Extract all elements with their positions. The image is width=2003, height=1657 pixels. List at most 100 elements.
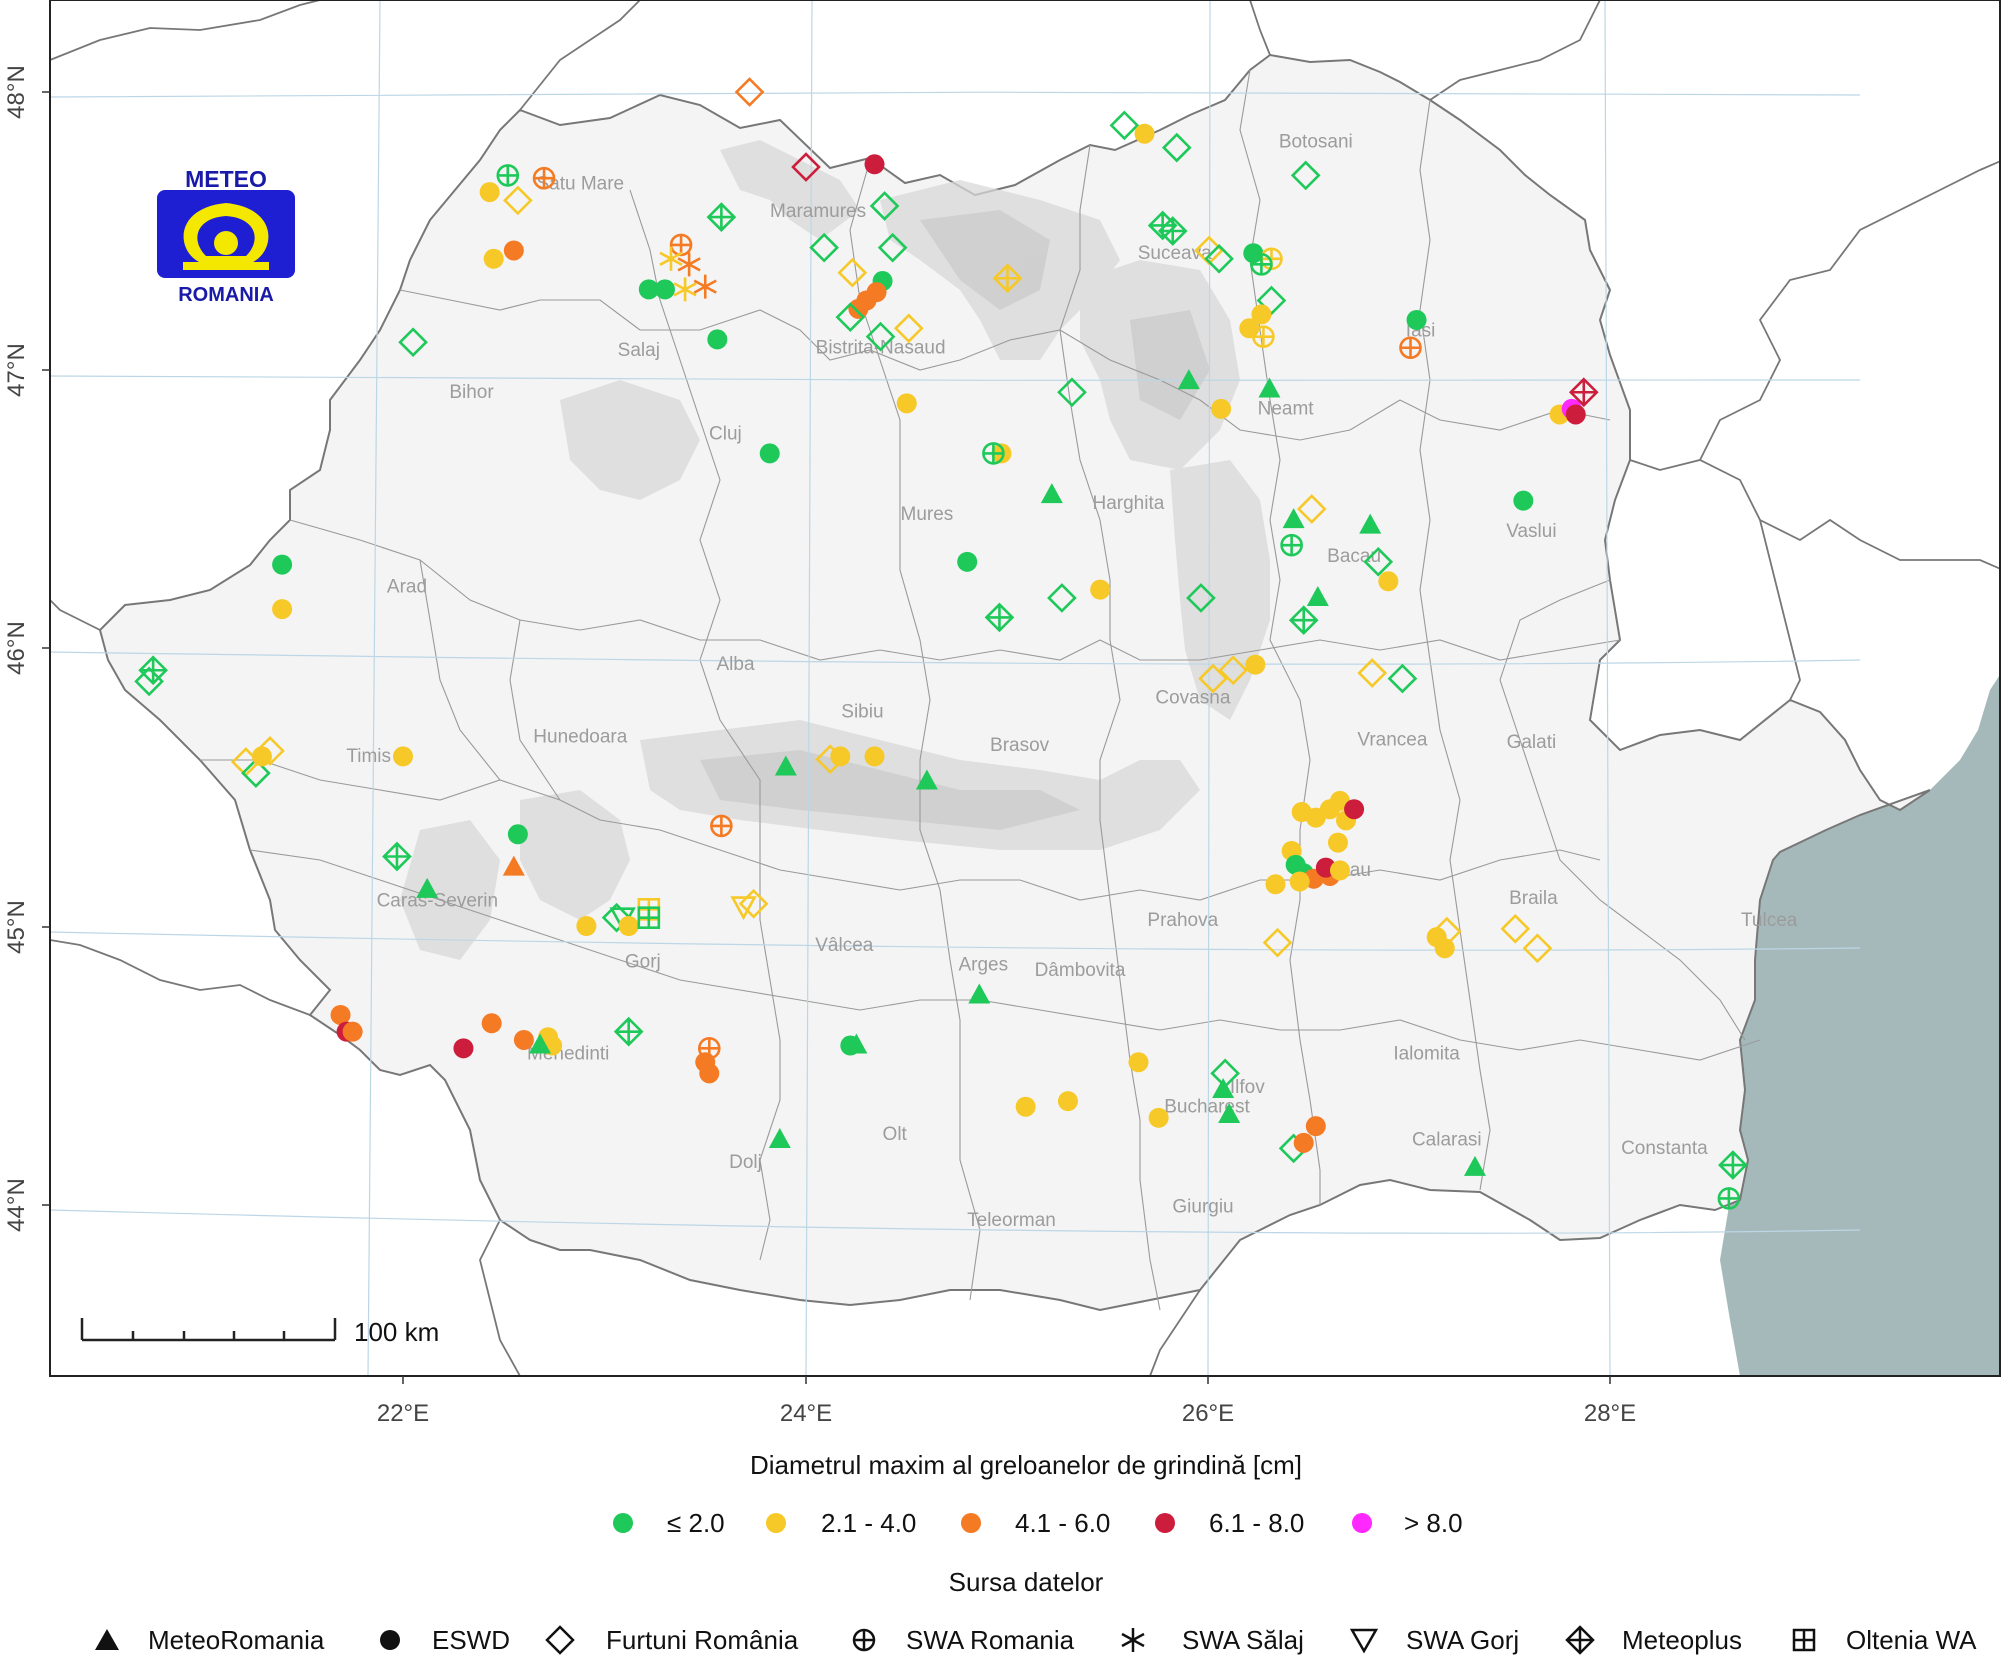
hail-marker-furtuni — [1218, 655, 1249, 686]
hail-marker-eswd — [1134, 123, 1155, 144]
legend-swatch-1 — [613, 1513, 633, 1533]
hail-marker-meteo — [845, 1033, 868, 1054]
y-tick-label: 44°N — [3, 1178, 30, 1232]
hail-marker-meteoplus — [1157, 216, 1188, 246]
hail-marker-meteo — [1359, 513, 1382, 534]
county-label: Harghita — [1092, 493, 1164, 514]
hail-marker-furtuni — [869, 191, 900, 221]
hail-marker-furtuni — [1256, 285, 1287, 316]
hail-marker-furtuni — [241, 758, 271, 788]
hail-marker-swa — [1252, 325, 1275, 348]
hail-marker-eswd — [481, 1013, 502, 1034]
legend-source-label: MeteoRomania — [148, 1625, 325, 1655]
hail-marker-eswd — [1305, 1116, 1326, 1137]
hail-marker-eswd — [251, 746, 272, 767]
hail-marker-eswd — [272, 599, 293, 620]
hail-marker-eswd — [1251, 304, 1272, 325]
hail-marker-furtuni — [835, 302, 866, 333]
hail-marker-eswd — [1211, 398, 1232, 419]
legend-size-title: Diametrul maxim al greloanelor de grindi… — [750, 1450, 1302, 1480]
hail-marker-meteo — [968, 983, 991, 1004]
hail-marker-eswd — [759, 443, 780, 464]
hail-marker-eswd — [1406, 309, 1427, 330]
hail-marker-meteo — [774, 755, 797, 776]
county-label: Suceava — [1138, 243, 1212, 264]
hail-marker-furtuni — [791, 152, 821, 182]
hail-marker-furtuni — [1161, 132, 1192, 163]
hail-marker-eswd — [1327, 832, 1348, 853]
hail-marker-furtuni — [893, 313, 924, 344]
legend-swatch-3 — [961, 1513, 981, 1533]
hail-marker-furtuni — [1387, 663, 1418, 694]
hail-marker-meteoplus — [1718, 1150, 1748, 1180]
hail-marker-eswd — [1378, 571, 1399, 592]
legend-swatch-2 — [766, 1513, 786, 1533]
county-label: Ilfov — [1230, 1077, 1265, 1098]
hail-marker-eswd — [513, 1029, 534, 1050]
hail-marker-swa — [710, 814, 733, 838]
county-label: Sibiu — [841, 702, 883, 723]
hail-marker-eswd — [618, 916, 639, 936]
legend-swatch-4 — [1155, 1513, 1175, 1533]
hail-marker-meteoplus — [382, 841, 412, 872]
hail-marker-eswd — [342, 1021, 363, 1042]
legend-source-label: ESWD — [432, 1625, 510, 1655]
scale-bar — [80, 1318, 337, 1342]
hail-marker-eswd — [479, 182, 500, 203]
x-axis — [402, 1376, 1611, 1384]
hail-marker-eswd — [1344, 799, 1365, 820]
hail-marker-eswd — [330, 1004, 351, 1025]
square-plus-icon — [1792, 1628, 1816, 1652]
hail-marker-meteoplus — [1568, 377, 1599, 408]
legend-size-label: ≤ 2.0 — [667, 1508, 725, 1538]
hail-marker-eswd — [1293, 1132, 1314, 1153]
hail-marker-eswd — [1090, 579, 1111, 600]
hail-marker-eswd — [699, 1063, 720, 1084]
county-label: Caras-Severin — [377, 891, 498, 912]
map-border — [49, 0, 2001, 1377]
hail-marker-furtuni — [1290, 160, 1321, 191]
county-label: Vâlcea — [815, 935, 874, 956]
neighbour-borders — [50, 0, 2000, 1376]
hail-marker-meteo — [502, 855, 525, 876]
hail-marker-eswd — [1329, 860, 1350, 881]
hail-marker-swa — [532, 166, 556, 190]
hail-marker-salaj — [659, 246, 683, 271]
legend-source-items — [95, 1625, 1816, 1655]
hail-marker-meteo — [1218, 1103, 1241, 1124]
hail-marker-meteo — [768, 1128, 791, 1149]
legend-size-label: 4.1 - 6.0 — [1015, 1508, 1110, 1538]
hail-marker-gorj — [730, 896, 757, 921]
hail-marker-salaj — [677, 252, 701, 277]
county-label: Alba — [716, 654, 754, 675]
county-label: Timis — [346, 746, 391, 767]
hail-marker-furtuni — [877, 232, 908, 263]
y-axis — [42, 91, 50, 1206]
hail-marker-eswd — [707, 329, 728, 350]
county-label: Vrancea — [1357, 729, 1427, 750]
hail-marker-meteoplus — [1288, 605, 1319, 636]
county-label: Bacau — [1327, 546, 1381, 567]
hail-marker-eswd — [1265, 874, 1286, 895]
hail-marker-swa — [982, 442, 1005, 465]
hail-marker-eswd — [864, 746, 885, 767]
county-label: Galati — [1507, 732, 1557, 753]
county-label: Bucharest — [1164, 1096, 1250, 1117]
diamond-plus-icon — [1565, 1625, 1595, 1655]
hail-marker-furtuni — [1057, 377, 1087, 408]
hail-marker-eswd — [654, 279, 675, 300]
hail-marker-furtuni — [1047, 583, 1077, 613]
hail-marker-eswd — [1015, 1096, 1036, 1117]
x-tick-label: 26°E — [1182, 1400, 1234, 1427]
county-label: Ialomita — [1393, 1043, 1460, 1064]
legend-source-label: SWA Romania — [906, 1625, 1075, 1655]
hail-marker-meteoplus — [992, 263, 1023, 294]
county-label: Neamt — [1258, 399, 1315, 420]
legend-size-label: 2.1 - 4.0 — [821, 1508, 916, 1538]
svg-text:ROMANIA: ROMANIA — [178, 284, 274, 306]
county-label: Satu Mare — [536, 173, 624, 194]
county-label: Bihor — [449, 382, 494, 403]
hail-marker-meteoplus — [613, 1016, 644, 1047]
county-label: Calarasi — [1412, 1130, 1482, 1151]
x-tick-label: 28°E — [1584, 1400, 1636, 1427]
